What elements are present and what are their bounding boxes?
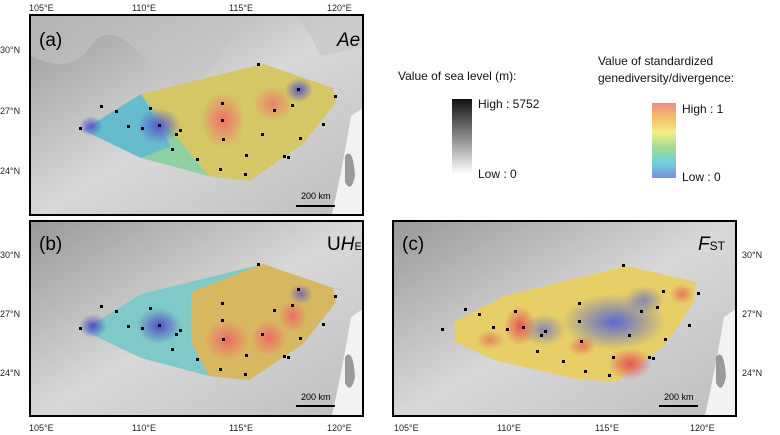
scale-bar-label-c: 200 km xyxy=(664,392,694,402)
lon-tick-bottom-120: 120°E xyxy=(327,423,352,433)
map-panel-a: (a) Ae 200 km xyxy=(29,14,364,216)
lat-tick-a-27: 27°N xyxy=(0,106,21,116)
sea-level-high-label: High : 5752 xyxy=(478,97,540,111)
diversity-legend-title-line1: Value of standardized xyxy=(598,54,714,68)
diversity-gradient-bar xyxy=(652,103,676,178)
lon-tick-top-120: 120°E xyxy=(327,3,352,13)
lat-tick-b-24: 24°N xyxy=(0,368,21,378)
sea-level-gradient-bar xyxy=(452,99,472,174)
map-b-graphic xyxy=(31,222,362,415)
sea-level-legend-title: Value of sea level (m): xyxy=(398,69,517,83)
lon-tick-bottom-105: 105°E xyxy=(29,423,54,433)
lon-tick-top-105: 105°E xyxy=(29,3,54,13)
scale-bar-label-b: 200 km xyxy=(301,392,331,402)
map-panel-c: (c) FST 200 km xyxy=(392,220,737,417)
lat-tick-c-30: 30°N xyxy=(742,250,763,260)
lat-tick-a-30: 30°N xyxy=(0,45,21,55)
panel-a-title: Ae xyxy=(337,30,361,51)
panel-b-title: UUHHE xyxy=(327,234,362,255)
lat-tick-b-27: 27°N xyxy=(0,309,21,319)
lon-tick-bottom-110: 110°E xyxy=(132,423,156,433)
map-a-graphic xyxy=(31,16,362,214)
lon-tick-top-115: 115°E xyxy=(229,3,253,13)
lat-tick-c-27: 27°N xyxy=(742,309,763,319)
diversity-high-label: High : 1 xyxy=(682,102,724,116)
diversity-legend-title-line2: genediversity/divergence: xyxy=(598,71,735,85)
diversity-low-label: Low : 0 xyxy=(682,170,721,184)
lat-tick-c-24: 24°N xyxy=(742,368,763,378)
scale-bar-label-a: 200 km xyxy=(301,191,331,201)
panel-c-label: (c) xyxy=(402,234,425,255)
panel-c-title: FST xyxy=(698,234,725,255)
lon-tick-bottom-115: 115°E xyxy=(229,423,253,433)
lon-tick-bottom-c-110: 110°E xyxy=(497,423,521,433)
lon-tick-bottom-c-115: 115°E xyxy=(595,423,619,433)
lat-tick-b-30: 30°N xyxy=(0,250,21,260)
sea-level-low-label: Low : 0 xyxy=(478,167,517,181)
lat-tick-a-24: 24°N xyxy=(0,166,21,176)
lon-tick-top-110: 110°E xyxy=(132,3,156,13)
lon-tick-bottom-c-105: 105°E xyxy=(394,423,419,433)
panel-b-label: (b) xyxy=(39,234,63,255)
map-c-graphic xyxy=(394,222,735,415)
panel-a-label: (a) xyxy=(39,30,63,51)
map-panel-b: (b) UUHHE 200 km xyxy=(29,220,364,417)
lon-tick-bottom-c-120: 120°E xyxy=(690,423,715,433)
